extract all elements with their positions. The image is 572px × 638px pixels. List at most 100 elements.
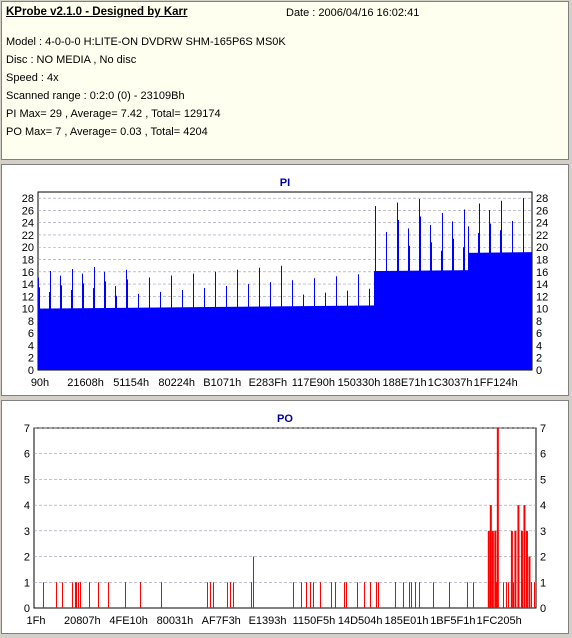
- po-xtick-label: 1BF5F1h: [430, 615, 475, 627]
- pi-xtick-label: 1FF124h: [474, 377, 518, 389]
- pi-bar: [477, 252, 478, 370]
- pi-bar: [173, 307, 174, 370]
- po-spike-bar: [489, 505, 492, 608]
- pi-bar: [506, 252, 507, 370]
- pi-bar: [56, 308, 57, 370]
- pi-bar: [124, 307, 125, 370]
- po-bar: [56, 582, 57, 608]
- pi-ytick-left: 8: [28, 316, 34, 328]
- pi-bar: [163, 307, 164, 370]
- pi-bar: [512, 220, 513, 370]
- pi-bar: [160, 291, 161, 370]
- pi-bar: [335, 305, 336, 370]
- po-ytick-left: 3: [24, 526, 30, 538]
- pi-bar: [248, 284, 249, 370]
- pi-bar: [281, 265, 282, 370]
- pi-bar: [273, 306, 274, 370]
- pi-xtick-label: B1071h: [203, 377, 241, 389]
- pi-bar: [123, 307, 124, 370]
- pi-bar: [514, 252, 515, 370]
- pi-bar: [263, 306, 264, 370]
- pi-bar: [55, 308, 56, 370]
- pi-bar: [232, 306, 233, 370]
- pi-bar: [475, 252, 476, 370]
- pi-bar: [192, 307, 193, 370]
- pi-bar: [411, 270, 412, 370]
- pi-bar: [410, 270, 411, 370]
- pi-bar: [363, 305, 364, 370]
- pi-bar: [297, 306, 298, 370]
- pi-bar: [149, 277, 150, 370]
- po-ytick-right: 4: [540, 500, 546, 512]
- pi-bar: [237, 269, 238, 370]
- pi-bar: [119, 307, 120, 370]
- pi-xtick-label: 117E90h: [292, 377, 335, 389]
- pi-bar: [375, 206, 376, 370]
- pi-ytick-right: 28: [536, 193, 548, 205]
- po-bar: [125, 582, 126, 608]
- pi-bar: [219, 306, 220, 370]
- po-ytick-right: 5: [540, 474, 546, 486]
- pi-bar: [194, 307, 195, 370]
- pi-bar: [243, 306, 244, 370]
- pi-bar: [162, 307, 163, 370]
- pi-bar: [358, 274, 359, 370]
- pi-bar: [307, 306, 308, 370]
- pi-bar: [44, 308, 45, 370]
- pi-bar: [473, 252, 474, 370]
- pi-xtick-label: 188E71h: [383, 377, 427, 389]
- po-bar: [72, 582, 73, 608]
- pi-bar: [157, 307, 158, 370]
- pi-bar: [371, 305, 372, 370]
- po-ytick-right: 3: [540, 526, 546, 538]
- po-bar: [449, 582, 450, 608]
- pi-bar: [317, 305, 318, 370]
- pi-bar: [147, 307, 148, 370]
- pi-bar: [344, 305, 345, 370]
- pi-bar: [530, 252, 531, 370]
- pi-bar: [145, 307, 146, 370]
- pi-bar: [338, 305, 339, 370]
- pi-bar: [267, 306, 268, 370]
- pi-bar: [155, 307, 156, 370]
- pi-bar: [330, 305, 331, 370]
- pi-bar: [148, 307, 149, 370]
- pi-bar: [320, 305, 321, 370]
- pi-bar: [276, 306, 277, 370]
- pi-bar: [197, 307, 198, 370]
- pi-bar: [224, 306, 225, 370]
- pi-bar: [391, 270, 392, 370]
- pi-bar: [207, 307, 208, 370]
- pi-ytick-left: 4: [28, 340, 34, 352]
- pi-bar: [378, 271, 379, 370]
- pi-bar: [265, 306, 266, 370]
- pi-bar: [305, 306, 306, 370]
- pi-bar: [250, 306, 251, 370]
- po-bar: [76, 582, 77, 608]
- pi-bar: [409, 245, 410, 370]
- po-bar: [534, 582, 535, 608]
- pi-bar: [257, 306, 258, 370]
- pi-bar: [140, 307, 141, 370]
- pi-bar: [524, 252, 525, 370]
- pi-ytick-left: 18: [22, 255, 34, 267]
- pi-ytick-right: 6: [536, 328, 542, 340]
- pi-bar: [100, 308, 101, 370]
- pi-bar: [134, 307, 135, 370]
- pi-bar: [490, 223, 491, 370]
- pi-bar: [495, 252, 496, 370]
- pi-bar: [362, 305, 363, 370]
- pi-bar: [517, 252, 518, 370]
- pi-bar: [166, 307, 167, 370]
- pi-bar: [75, 308, 76, 370]
- pi-bar: [40, 308, 41, 370]
- pi-bar: [385, 270, 386, 370]
- po-bar: [508, 582, 509, 608]
- pi-bar: [141, 307, 142, 370]
- pi-bar: [485, 252, 486, 370]
- pi-bar: [113, 307, 114, 370]
- pi-bar: [522, 252, 523, 370]
- pi-ytick-left: 14: [22, 279, 34, 291]
- pi-bar: [235, 306, 236, 370]
- pi-ytick-right: 16: [536, 267, 548, 279]
